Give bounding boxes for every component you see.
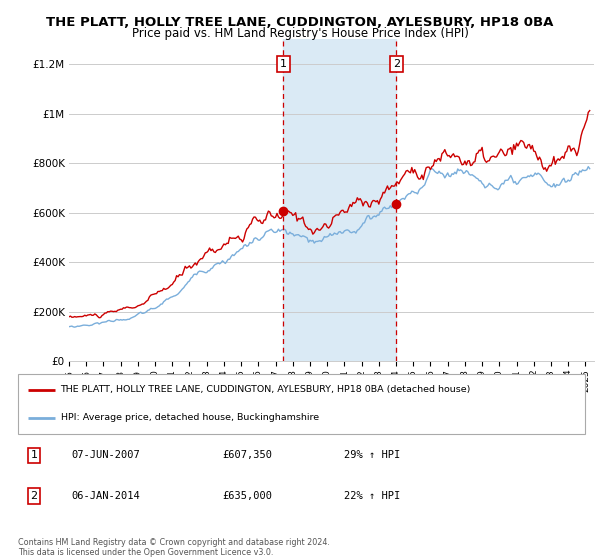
Text: 2: 2 [393,59,400,69]
Text: Contains HM Land Registry data © Crown copyright and database right 2024.
This d: Contains HM Land Registry data © Crown c… [18,538,330,557]
Text: 1: 1 [280,59,287,69]
Text: HPI: Average price, detached house, Buckinghamshire: HPI: Average price, detached house, Buck… [61,413,319,422]
Text: 07-JUN-2007: 07-JUN-2007 [72,450,140,460]
Bar [283,39,397,361]
Text: 2: 2 [31,491,37,501]
FancyBboxPatch shape [18,374,585,434]
Text: 22% ↑ HPI: 22% ↑ HPI [344,491,400,501]
Text: 06-JAN-2014: 06-JAN-2014 [72,491,140,501]
Text: THE PLATT, HOLLY TREE LANE, CUDDINGTON, AYLESBURY, HP18 0BA (detached house): THE PLATT, HOLLY TREE LANE, CUDDINGTON, … [61,385,471,394]
Text: Price paid vs. HM Land Registry's House Price Index (HPI): Price paid vs. HM Land Registry's House … [131,27,469,40]
Text: £607,350: £607,350 [222,450,272,460]
Text: THE PLATT, HOLLY TREE LANE, CUDDINGTON, AYLESBURY, HP18 0BA: THE PLATT, HOLLY TREE LANE, CUDDINGTON, … [46,16,554,29]
Text: £635,000: £635,000 [222,491,272,501]
Text: 29% ↑ HPI: 29% ↑ HPI [344,450,400,460]
Text: 1: 1 [31,450,37,460]
